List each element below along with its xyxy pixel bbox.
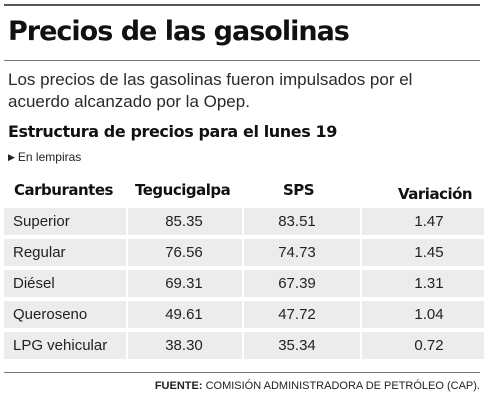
triangle-right-icon: ▶ [8,152,15,162]
column-separator [360,301,362,328]
table-row: Queroseno 49.61 47.72 1.04 [4,301,484,328]
source-label: FUENTE: [154,380,203,392]
fuel-name-cell: Regular [13,244,66,261]
sps-price-cell: 67.39 [278,275,316,292]
column-separator [242,208,244,235]
unit-label: En lempiras [17,150,82,164]
unit-note: ▶ En lempiras [8,150,81,164]
chart-heading: Precios de las gasolinas [8,16,350,47]
table-body: Superior 85.35 83.51 1.47 Regular 76.56 … [4,208,484,363]
table-row: LPG vehicular 38.30 35.34 0.72 [4,332,484,359]
table-row: Diésel 69.31 67.39 1.31 [4,270,484,297]
sps-price-cell: 47.72 [278,306,316,323]
table-row: Superior 85.35 83.51 1.47 [4,208,484,235]
variation-cell: 1.45 [414,244,444,261]
fuel-name-cell: Queroseno [13,306,88,323]
column-separator [242,301,244,328]
column-separator [126,332,128,359]
top-rule [4,4,480,6]
title-rule [4,60,480,61]
table-row: Regular 76.56 74.73 1.45 [4,239,484,266]
lead-text: Los precios de las gasolinas fueron impu… [8,70,413,111]
bottom-rule [4,372,480,373]
tegucigalpa-price-cell: 38.30 [165,337,203,354]
fuel-name-cell: Diésel [13,275,55,292]
tegucigalpa-price-cell: 49.61 [165,306,203,323]
column-separator [360,332,362,359]
column-header-variacion: Variación [398,185,473,203]
table-title: Estructura de precios para el lunes 19 [8,122,337,141]
variation-cell: 1.31 [414,275,444,292]
variation-cell: 0.72 [414,337,444,354]
sps-price-cell: 83.51 [278,213,316,230]
variation-cell: 1.47 [414,213,444,230]
column-separator [242,270,244,297]
sps-price-cell: 35.34 [278,337,316,354]
variation-cell: 1.04 [414,306,444,323]
column-header-carburantes: Carburantes [14,181,113,199]
column-separator [360,239,362,266]
column-separator [242,332,244,359]
sps-price-cell: 74.73 [278,244,316,261]
column-separator [126,301,128,328]
column-separator [360,270,362,297]
column-separator [126,270,128,297]
column-separator [360,208,362,235]
column-header-tegucigalpa: Tegucigalpa [135,181,231,199]
source-note: FUENTE: COMISIÓN ADMINISTRADORA DE PETRÓ… [155,380,480,392]
fuel-name-cell: LPG vehicular [13,337,108,354]
column-separator [126,208,128,235]
fuel-name-cell: Superior [13,213,70,230]
column-separator [242,239,244,266]
column-separator [126,239,128,266]
tegucigalpa-price-cell: 85.35 [165,213,203,230]
column-header-sps: SPS [283,181,315,199]
tegucigalpa-price-cell: 76.56 [165,244,203,261]
tegucigalpa-price-cell: 69.31 [165,275,203,292]
source-text: COMISIÓN ADMINISTRADORA DE PETRÓLEO (CAP… [205,380,480,392]
